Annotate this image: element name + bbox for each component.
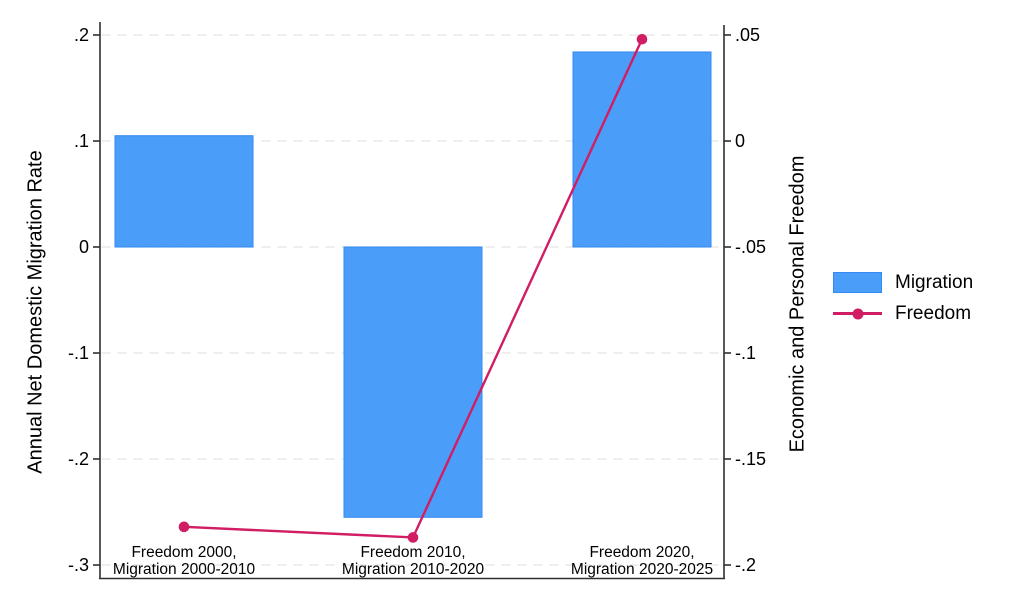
- category-label-3: Migration 2020-2025: [571, 561, 713, 578]
- legend-item-migration: Migration: [833, 272, 973, 293]
- left-tick-label: .1: [74, 131, 89, 151]
- category-label-1: Migration 2000-2010: [113, 561, 256, 578]
- left-tick-label: -.2: [68, 449, 89, 469]
- category-label-1: Freedom 2000,: [131, 544, 236, 561]
- category-label-2: Freedom 2010,: [360, 544, 465, 561]
- right-tick-label: -.1: [735, 343, 756, 363]
- left-axis-title: Annual Net Domestic Migration Rate: [24, 150, 47, 474]
- right-tick-label: -.15: [735, 449, 766, 469]
- migration-bar-3: [572, 51, 712, 248]
- right-tick-label: -.05: [735, 237, 766, 257]
- migration-bar-2: [343, 246, 483, 518]
- left-tick-label: 0: [79, 237, 89, 257]
- freedom-marker-1: [178, 521, 190, 533]
- legend-label-freedom: Freedom: [895, 302, 972, 324]
- legend-item-freedom: Freedom: [833, 303, 973, 324]
- right-tick-label: -.2: [735, 555, 756, 575]
- legend-label-migration: Migration: [895, 271, 974, 293]
- category-label-3: Freedom 2020,: [589, 544, 694, 561]
- freedom-swatch: [833, 303, 882, 324]
- left-tick-label: -.1: [68, 343, 89, 363]
- left-tick-label: .2: [74, 25, 89, 45]
- freedom-marker-3: [636, 33, 648, 45]
- migration-swatch: [833, 272, 882, 293]
- category-label-2: Migration 2010-2020: [342, 561, 485, 578]
- right-axis-title: Economic and Personal Freedom: [786, 155, 809, 453]
- right-tick-label: 0: [735, 131, 745, 151]
- freedom-marker-2: [407, 532, 419, 543]
- freedom-swatch-marker-icon: [852, 308, 863, 319]
- legend: Migration Freedom: [833, 272, 973, 324]
- left-tick-label: -.3: [68, 555, 89, 575]
- migration-bar-1: [114, 135, 254, 248]
- right-tick-label: .05: [735, 25, 760, 45]
